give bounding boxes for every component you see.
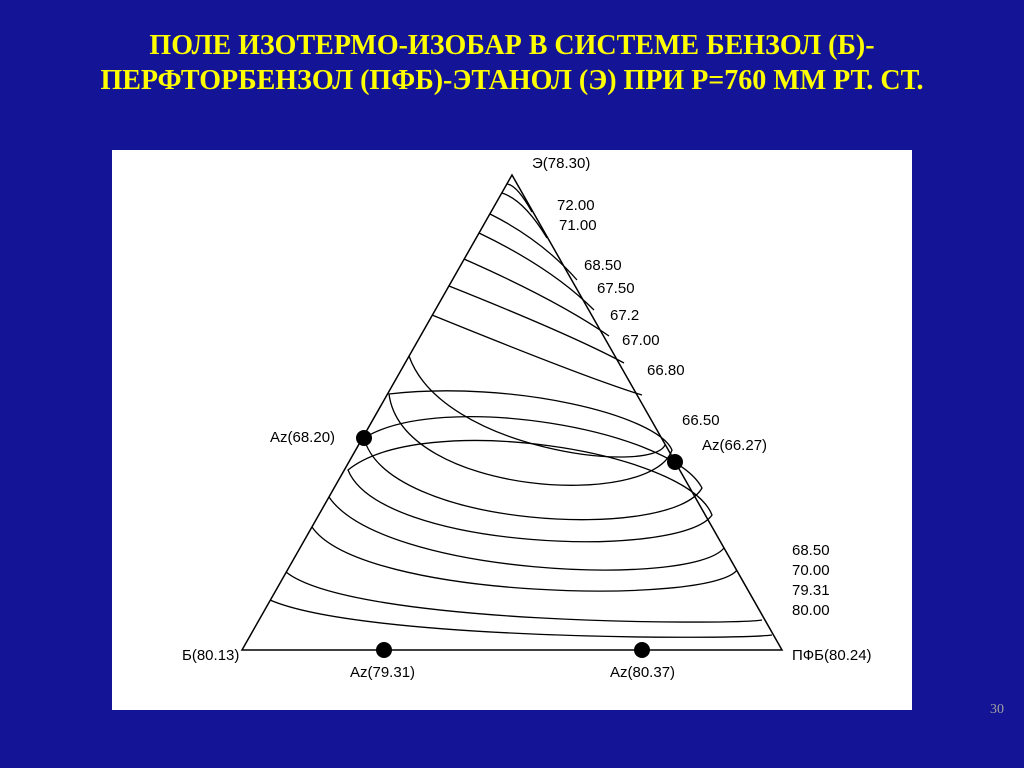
isotherm-closed-1	[364, 417, 702, 520]
isotherm-label-11: 80.00	[792, 602, 830, 619]
azeotrope-label-1: Az(66.27)	[702, 437, 767, 454]
isotherm-label-6: 66.80	[647, 362, 685, 379]
azeotrope-label-0: Az(68.20)	[270, 429, 335, 446]
isotherm-curve-11	[270, 600, 772, 637]
vertex-label-right: ПФБ(80.24)	[792, 647, 872, 664]
page-number: 30	[990, 702, 1004, 718]
isotherm-curve-6	[432, 315, 642, 395]
isotherm-label-8: 68.50	[792, 542, 830, 559]
isotherm-label-1: 71.00	[559, 217, 597, 234]
azeotrope-marker-0	[356, 430, 372, 446]
isotherm-closed-0	[389, 391, 672, 485]
isotherm-closed-2	[348, 441, 712, 542]
isotherm-curve-3	[479, 233, 594, 310]
isotherm-label-7: 66.50	[682, 412, 720, 429]
isotherm-label-5: 67.00	[622, 332, 660, 349]
isotherm-label-4: 67.2	[610, 307, 639, 324]
azeotrope-marker-1	[667, 454, 683, 470]
isotherm-label-0: 72.00	[557, 197, 595, 214]
isotherm-curve-9	[312, 527, 737, 591]
ternary-diagram: 72.00 71.00 68.50 67.50 67.2 67.00 66.80 66.50 6…	[112, 150, 912, 710]
vertex-label-top: Э(78.30)	[532, 155, 590, 172]
azeotrope-marker-2	[376, 642, 392, 658]
isotherm-label-2: 68.50	[584, 257, 622, 274]
slide-title: ПОЛЕ ИЗОТЕРМО-ИЗОБАР В СИСТЕМЕ БЕНЗОЛ (Б…	[0, 0, 1024, 108]
vertex-label-left: Б(80.13)	[182, 647, 239, 664]
isotherm-label-10: 79.31	[792, 582, 830, 599]
isotherm-label-9: 70.00	[792, 562, 830, 579]
azeotrope-marker-3	[634, 642, 650, 658]
isotherm-label-3: 67.50	[597, 280, 635, 297]
isotherm-curve-8	[329, 497, 724, 570]
azeotrope-label-3: Az(80.37)	[610, 664, 675, 681]
isotherm-curve-10	[286, 572, 762, 622]
azeotrope-label-2: Az(79.31)	[350, 664, 415, 681]
